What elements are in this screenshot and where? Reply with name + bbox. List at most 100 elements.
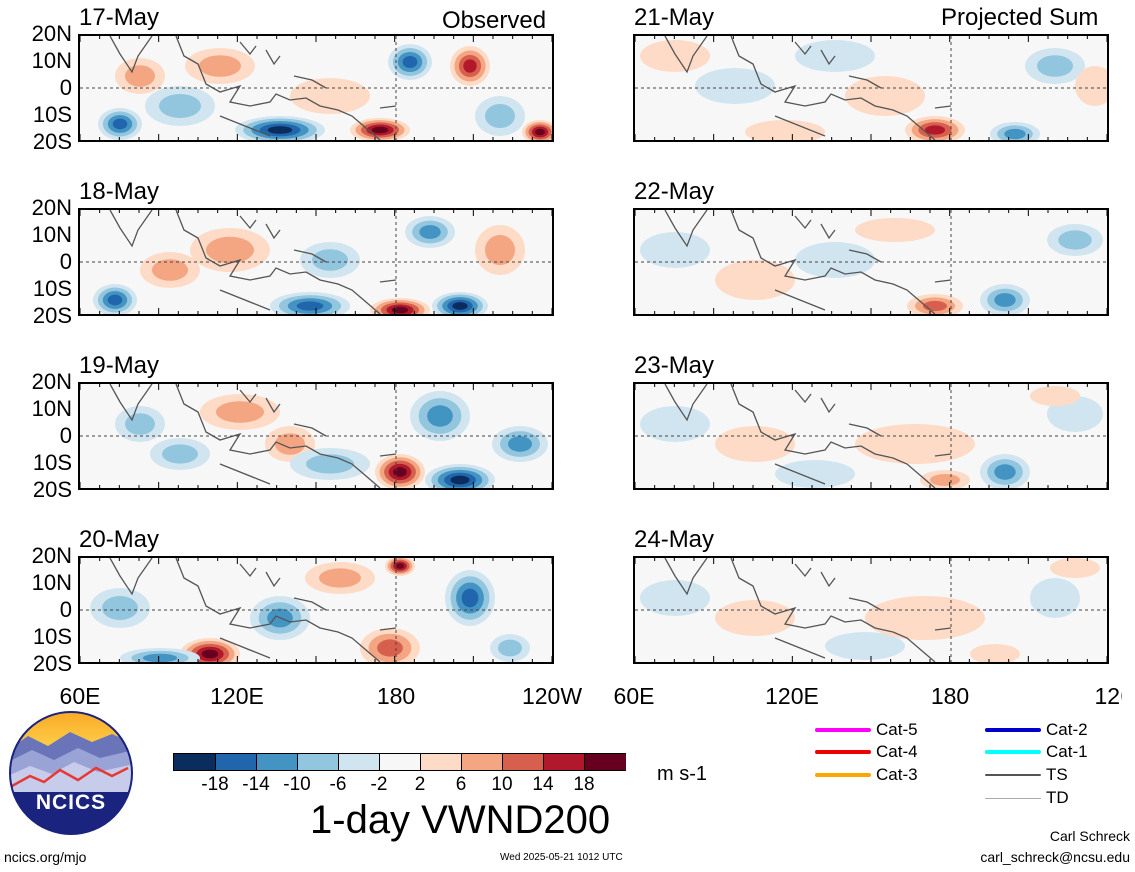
wind-anomaly-contour [825,632,905,660]
colorbar-swatch [338,754,380,770]
wind-anomaly-contour [745,120,825,140]
colorbar-tick-label: 6 [455,774,467,795]
wind-anomaly-contour [845,76,925,116]
wind-anomaly-contour [296,301,324,311]
wind-anomaly-contour [201,649,219,659]
colorbar-swatch [584,754,626,770]
map-field-svg [635,210,1107,314]
wind-anomaly-contour [290,78,370,114]
panel-date-label: 20-May [79,526,160,553]
wind-anomaly-contour [312,249,348,271]
lon-label: 120E [765,683,819,709]
legend-line [815,773,871,777]
footer-timestamp: Wed 2025-05-21 1012 UTC [500,852,623,863]
map-panel-observed-2 [78,208,554,316]
map-panel-projected-3 [633,382,1109,490]
lat-label: 10S [32,450,72,475]
wind-anomaly-contour [715,260,795,300]
wind-anomaly-contour [102,596,138,620]
wind-anomaly-contour [402,56,418,68]
lat-label: 10S [32,276,72,301]
ncics-logo: NCICS [8,710,134,836]
lon-label: 60E [613,683,655,709]
colorbar-tick-label: 2 [414,774,426,795]
legend-label: Cat-1 [1046,742,1088,761]
legend-line [985,750,1041,754]
legend-line [815,728,871,732]
colorbar-tick-label: 18 [573,774,595,795]
wind-anomaly-contour [1037,55,1073,77]
map-panel-observed-4 [78,556,554,664]
map-panel-observed-3 [78,382,554,490]
wind-anomaly-contour [419,225,441,239]
map-field-svg [80,384,552,488]
map-panel-projected-4 [633,556,1109,664]
lat-label: 10N [31,570,72,595]
wind-anomaly-contour [994,293,1016,307]
coastline [664,36,952,140]
legend-label: Cat-2 [1046,720,1088,739]
lat-label: 0 [59,249,72,274]
lat-label: 20N [31,369,72,394]
ncics-logo-icon [9,711,133,835]
map-field-svg [635,384,1107,488]
legend-line [985,728,1041,732]
colorbar-tick-label: 14 [532,774,554,795]
wind-anomaly-contour [159,94,201,118]
wind-anomaly-contour [498,639,522,657]
coastline [109,36,397,140]
wind-anomaly-contour [461,588,479,608]
legend-label: Cat-3 [876,765,918,784]
wind-anomaly-contour [855,218,935,242]
colorbar-swatch [297,754,339,770]
wind-anomaly-contour [640,232,710,268]
footer-email: carl_schreck@ncsu.edu [980,849,1130,865]
legend-label: Cat-5 [876,720,918,739]
wind-anomaly-contour [319,568,361,588]
colorbar-swatch [502,754,544,770]
panel-date-label: 17-May [79,4,160,31]
lat-label: 20N [31,21,72,46]
wind-anomaly-contour [485,104,515,128]
lon-label: 180 [376,683,416,709]
wind-anomaly-contour [1030,578,1080,618]
lon-label: 180 [930,683,970,709]
colorbar [173,753,626,771]
lat-label: 0 [59,75,72,100]
legend-line [985,798,1041,799]
map-panel-projected-2 [633,208,1109,316]
wind-anomaly-contour [535,128,545,136]
panel-date-label: 22-May [634,178,715,205]
wind-anomaly-contour [107,294,123,306]
wind-anomaly-contour [775,460,855,488]
lat-label: 0 [59,423,72,448]
wind-anomaly-contour [855,424,975,464]
coastline [109,558,397,662]
lat-label: 20S [32,477,72,502]
wind-anomaly-contour [925,125,945,135]
wind-anomaly-contour [393,467,407,477]
panel-corner-label: Observed [442,7,547,34]
wind-anomaly-contour [1050,558,1100,578]
wind-anomaly-contour [485,235,515,265]
colorbar-swatch [543,754,585,770]
wind-anomaly-contour [162,444,198,464]
wind-anomaly-contour [427,405,453,427]
colorbar-units: m s-1 [657,763,707,785]
lat-label: 10S [32,624,72,649]
wind-anomaly-contour [640,580,710,616]
wind-anomaly-contour [450,475,470,485]
wind-anomaly-contour [206,236,254,264]
colorbar-tick-label: -18 [201,774,229,795]
wind-anomaly-contour [152,259,188,281]
colorbar-swatch [461,754,503,770]
lat-label: 10N [31,222,72,247]
lat-label: 20N [31,195,72,220]
wind-anomaly-contour [715,426,795,462]
wind-anomaly-contour [508,436,532,452]
wind-anomaly-contour [1030,386,1080,406]
panel-corner-label: Projected Sum [941,4,1099,31]
colorbar-tick-label: -14 [242,774,270,795]
colorbar-tick-label: -10 [283,774,311,795]
lat-label: 10N [31,48,72,73]
